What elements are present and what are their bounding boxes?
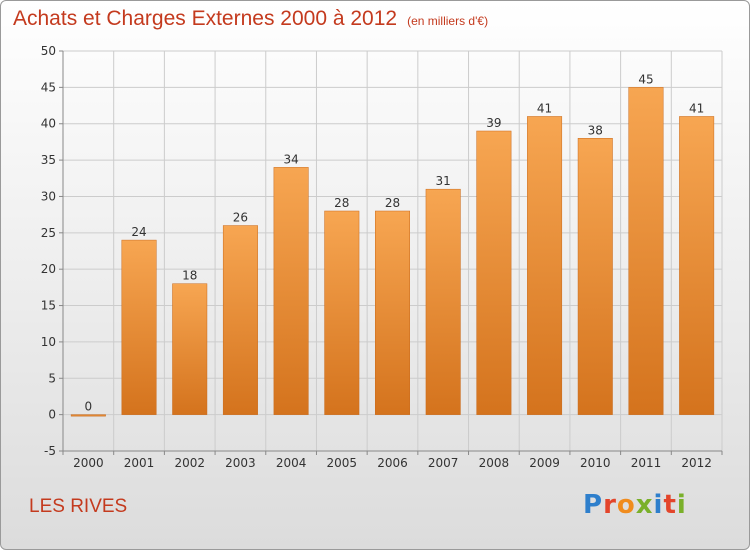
y-tick-label: 45	[41, 80, 56, 94]
bar-2000	[70, 414, 106, 417]
y-tick-label: 30	[41, 189, 56, 203]
data-label-2005: 28	[334, 196, 349, 210]
x-tick-label: 2004	[276, 456, 307, 470]
y-tick-label: 35	[41, 153, 56, 167]
y-tick-label: 20	[41, 262, 56, 276]
x-tick-label: 2012	[681, 456, 712, 470]
data-label-2000: 0	[85, 400, 93, 414]
bar-2001	[121, 239, 157, 415]
bars	[70, 87, 715, 417]
bar-2011	[628, 87, 664, 415]
bar-2009	[527, 116, 563, 415]
data-label-2011: 45	[638, 72, 653, 86]
bar-2007	[425, 188, 461, 415]
bar-2012	[679, 116, 715, 415]
y-tick-label: 0	[48, 408, 56, 422]
bar-2003	[222, 225, 258, 415]
y-tick-label: 10	[41, 335, 56, 349]
proxiti-logo: Proxiti	[583, 490, 687, 520]
data-label-2012: 41	[689, 101, 704, 115]
commune-name: LES RIVES	[29, 496, 128, 517]
data-label-2009: 41	[537, 101, 552, 115]
logo-letter: i	[653, 490, 664, 520]
x-tick-label: 2008	[479, 456, 510, 470]
title-text: Achats et Charges Externes 2000 à 2012	[13, 7, 398, 30]
data-labels: 0 24 18 26 34 28 28 31 39 41 38 45 41	[85, 72, 705, 413]
x-tick-label: 2006	[377, 456, 408, 470]
data-label-2007: 31	[436, 174, 451, 188]
bar-2002	[172, 283, 208, 415]
x-tick-label: 2001	[124, 456, 155, 470]
data-label-2010: 38	[588, 123, 603, 137]
data-label-2003: 26	[233, 211, 248, 225]
x-tick-label: 2011	[631, 456, 662, 470]
logo-letter: x	[635, 490, 654, 520]
x-tick-label: 2010	[580, 456, 611, 470]
logo-letter: i	[676, 490, 687, 520]
logo-letter: o	[616, 490, 636, 520]
y-tick-label: 50	[41, 44, 56, 58]
y-tick-label: -5	[44, 444, 56, 458]
data-label-2001: 24	[131, 225, 146, 239]
x-tick-label: 2003	[225, 456, 256, 470]
logo-letter: r	[603, 490, 617, 520]
data-label-2006: 28	[385, 196, 400, 210]
y-tick-label: 40	[41, 117, 56, 131]
logo-letter: t	[663, 490, 677, 520]
x-tick-label: 2005	[327, 456, 358, 470]
y-tick-label: 5	[48, 371, 56, 385]
bar-2008	[476, 130, 512, 415]
bar-2010	[577, 138, 613, 415]
y-tick-labels: -5 0 5 10 15 20 25 30 35 40 45 50	[41, 44, 56, 458]
bar-2006	[375, 210, 410, 415]
logo-letter: P	[583, 490, 604, 520]
x-tick-labels: 2000 2001 2002 2003 2004 2005 2006 2007 2008 2009…	[73, 456, 712, 470]
data-label-2008: 39	[486, 116, 501, 130]
x-tick-label: 2009	[529, 456, 560, 470]
axes	[59, 50, 723, 455]
y-tick-label: 25	[41, 226, 56, 240]
bar-2004	[273, 167, 309, 415]
x-tick-label: 2002	[174, 456, 205, 470]
x-tick-label: 2007	[428, 456, 459, 470]
chart-subtitle: (en milliers d'€)	[407, 14, 489, 28]
y-tick-label: 15	[41, 299, 56, 313]
chart-title: Achats et Charges Externes 2000 à 2012 (e…	[13, 7, 488, 31]
data-label-2002: 18	[182, 269, 197, 283]
bar-2005	[324, 210, 360, 415]
x-tick-label: 2000	[73, 456, 104, 470]
data-label-2004: 34	[283, 152, 298, 166]
